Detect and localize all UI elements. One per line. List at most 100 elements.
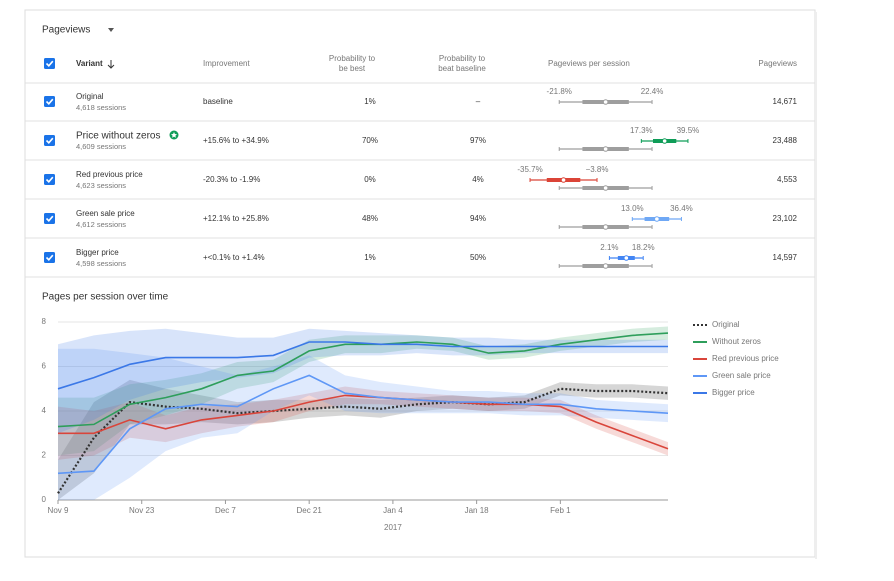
legend-label: Bigger price (712, 388, 755, 397)
y-tick-label: 4 (42, 406, 47, 415)
confidence-band (58, 328, 668, 434)
column-header: Improvement (203, 59, 250, 68)
series-line (57, 341, 668, 390)
variant-name: Green sale price (76, 209, 135, 218)
checkbox[interactable] (44, 252, 55, 263)
checkbox[interactable] (44, 213, 55, 224)
pageviews: 14,671 (773, 97, 798, 106)
interval-high: 22.4% (641, 87, 664, 96)
variant-name: Original (76, 92, 104, 101)
variant-sessions: 4,598 sessions (76, 259, 126, 268)
check-mark (45, 60, 54, 67)
dropdown-arrow[interactable] (108, 28, 114, 32)
y-tick-label: 0 (42, 495, 47, 504)
probability-beat: 97% (470, 136, 486, 145)
series-line (57, 374, 669, 475)
probability-best: 1% (364, 97, 376, 106)
interval-mid (602, 263, 609, 269)
column-header: Probability to (329, 54, 376, 63)
chart-title: Pages per session over time (42, 292, 169, 303)
interval-mid (623, 255, 630, 261)
legend-label: Without zeros (712, 337, 761, 346)
interval-mid (602, 185, 609, 191)
interval-low: 2.1% (600, 243, 618, 252)
interval-high: 18.2% (632, 243, 655, 252)
variant-sessions: 4,609 sessions (76, 142, 126, 151)
probability-best: 1% (364, 253, 376, 262)
check-mark (45, 254, 54, 261)
variant-name: Price without zeros (76, 131, 160, 142)
interval-mid (602, 146, 609, 152)
pageviews: 4,553 (777, 175, 798, 184)
column-header: Probability to (439, 54, 486, 63)
probability-beat: 4% (472, 175, 484, 184)
x-year-label: 2017 (384, 523, 402, 532)
interval-high: −3.8% (586, 165, 609, 174)
x-tick-label: Dec 7 (215, 506, 236, 515)
x-tick-label: Nov 9 (48, 506, 69, 515)
x-tick-label: Jan 18 (465, 506, 490, 515)
card (24, 9, 816, 558)
x-tick-label: Dec 21 (296, 506, 322, 515)
checkbox[interactable] (44, 135, 55, 146)
interval-mid (602, 224, 609, 230)
column-header: beat baseline (438, 64, 486, 73)
pageviews: 23,488 (773, 136, 798, 145)
improvement: -20.3% to -1.9% (203, 175, 260, 184)
confidence-band (58, 326, 668, 456)
variant-sessions: 4,623 sessions (76, 181, 126, 190)
x-tick-label: Jan 4 (383, 506, 403, 515)
column-header: be best (339, 64, 366, 73)
probability-beat: 50% (470, 253, 486, 262)
check-mark (45, 98, 54, 105)
pageviews: 14,597 (773, 253, 798, 262)
variant-name: Bigger price (76, 248, 119, 257)
interval-low: 13.0% (621, 204, 644, 213)
interval-low: -35.7% (517, 165, 542, 174)
probability-best: 0% (364, 175, 376, 184)
y-tick-label: 6 (42, 362, 47, 371)
winner-star (171, 132, 177, 138)
improvement: +15.6% to +34.9% (203, 136, 269, 145)
checkbox[interactable] (44, 96, 55, 107)
checkbox[interactable] (44, 58, 55, 69)
interval-mid (661, 138, 668, 144)
check-mark (45, 137, 54, 144)
y-tick-label: 8 (42, 317, 47, 326)
interval-mid (560, 177, 567, 183)
column-header: Pageviews (758, 59, 797, 68)
interval-low: -21.8% (547, 87, 572, 96)
check-mark (45, 176, 54, 183)
variant-sessions: 4,618 sessions (76, 103, 126, 112)
improvement: baseline (203, 97, 233, 106)
series-line (58, 394, 669, 450)
legend-label: Original (712, 320, 740, 329)
interval-high: 39.5% (677, 126, 700, 135)
series-line (57, 332, 669, 428)
interval-low: 17.3% (630, 126, 653, 135)
interval-high: 36.4% (670, 204, 693, 213)
legend-label: Green sale price (712, 371, 771, 380)
column-header: Pageviews per session (548, 59, 630, 68)
confidence-band (58, 348, 668, 500)
sort-arrow (107, 60, 115, 69)
pageviews: 23,102 (773, 214, 798, 223)
interval-mid (602, 99, 609, 105)
x-tick-label: Nov 23 (129, 506, 155, 515)
variant-name: Red previous price (76, 170, 143, 179)
series-line (57, 387, 669, 494)
checkbox[interactable] (44, 174, 55, 185)
probability-best: 70% (362, 136, 378, 145)
x-tick-label: Feb 1 (550, 506, 571, 515)
interval-mid (654, 216, 660, 222)
column-header: Variant (76, 59, 103, 68)
variant-sessions: 4,612 sessions (76, 220, 126, 229)
probability-best: 48% (362, 214, 378, 223)
improvement: +<0.1% to +1.4% (203, 253, 265, 262)
metric-selector[interactable]: Pageviews (42, 25, 90, 36)
y-tick-label: 2 (42, 451, 47, 460)
legend-label: Red previous price (712, 354, 779, 363)
card-shadow (815, 12, 817, 559)
